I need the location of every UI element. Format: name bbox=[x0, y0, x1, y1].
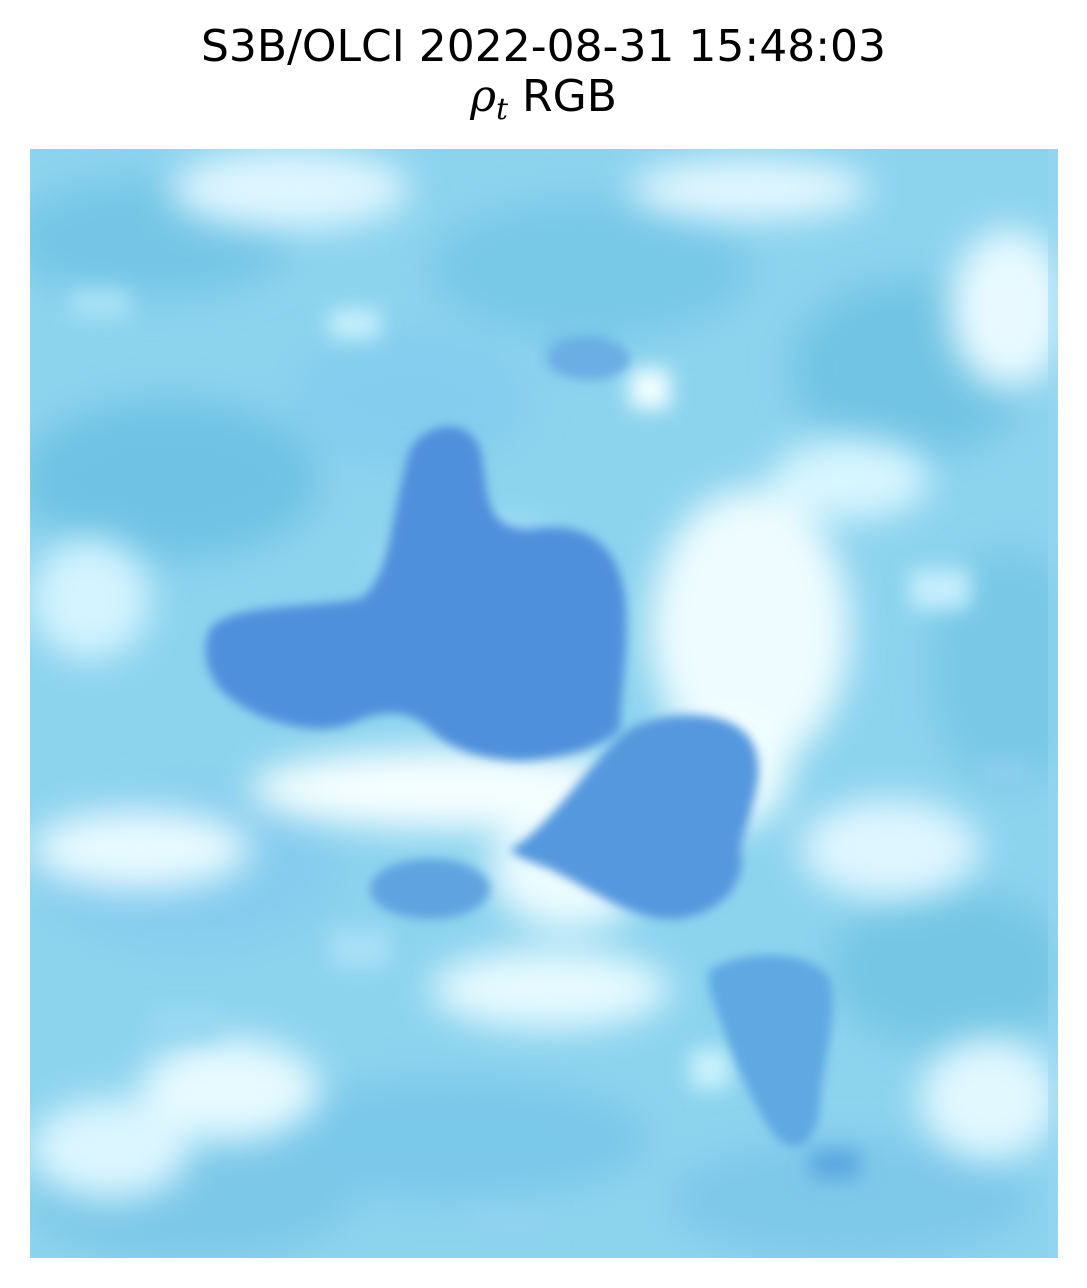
mid-tone-patches bbox=[30, 179, 1058, 1258]
satellite-rgb-image bbox=[30, 149, 1058, 1258]
image-edge bbox=[1048, 149, 1058, 1258]
figure-title: S3B/OLCI 2022-08-31 15:48:03 bbox=[200, 21, 887, 72]
satellite-image-canvas bbox=[30, 149, 1058, 1258]
subtitle-suffix: RGB bbox=[508, 71, 617, 122]
figure-subtitle: ρt RGB bbox=[0, 72, 1087, 135]
figure-title-block: S3B/OLCI 2022-08-31 15:48:03 ρt RGB bbox=[0, 22, 1087, 135]
deep-blue-regions bbox=[205, 339, 833, 1147]
rho-subscript: t bbox=[495, 92, 509, 127]
rho-symbol: ρ bbox=[470, 71, 496, 122]
